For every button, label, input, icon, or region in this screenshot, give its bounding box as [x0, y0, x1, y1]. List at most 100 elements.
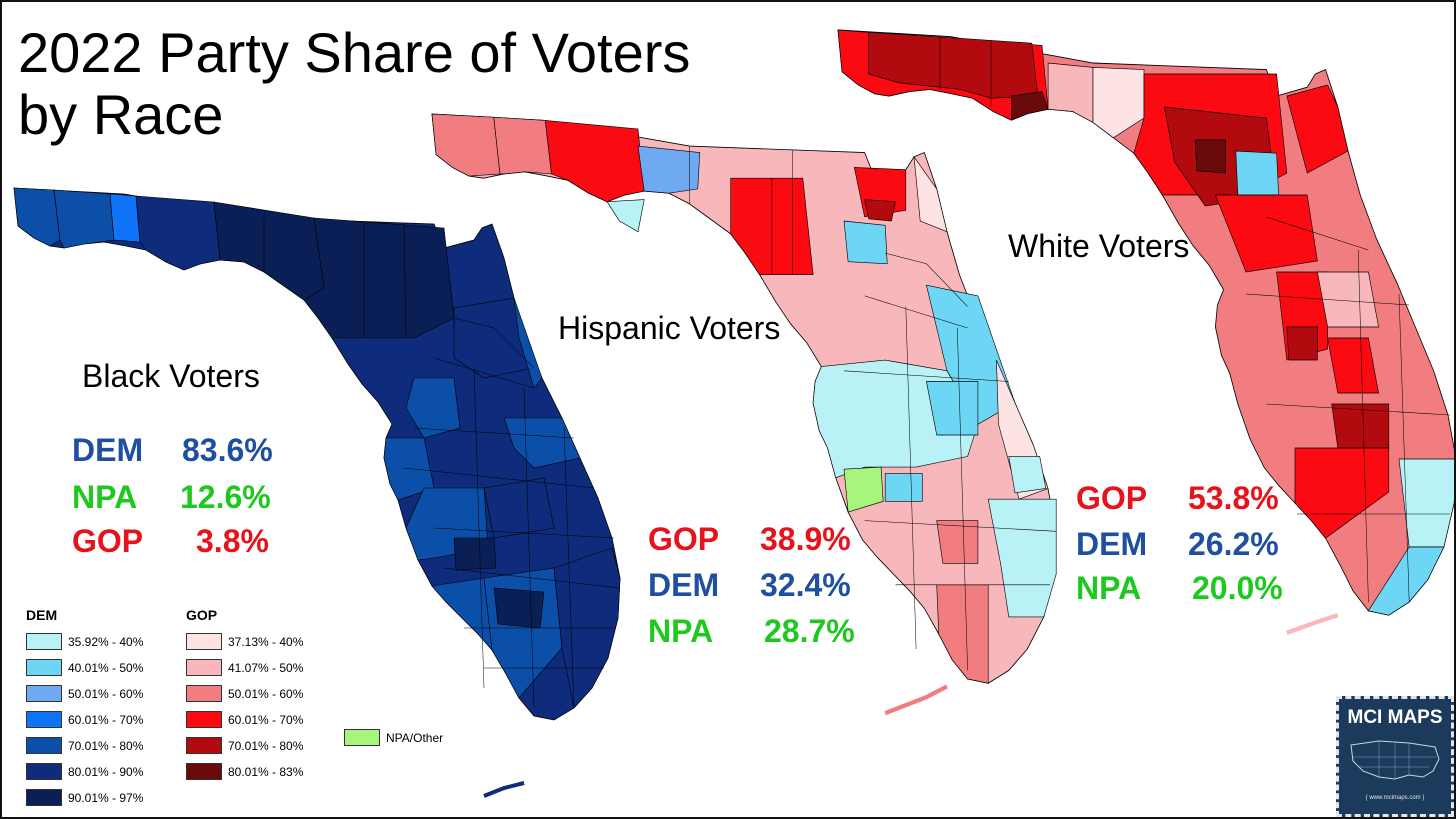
county — [383, 437, 435, 501]
county — [503, 417, 581, 469]
legend-item-gop: 50.01% - 60% — [186, 684, 303, 703]
county — [13, 187, 61, 247]
legend-label: 80.01% - 83% — [228, 764, 304, 779]
county — [431, 577, 493, 651]
legend-item-dem: 90.01% - 97% — [26, 788, 143, 807]
black-stat-npa: NPA 12.6% — [72, 479, 271, 516]
county — [213, 201, 325, 301]
party-label: GOP — [1076, 480, 1148, 516]
legend-item-dem: 40.01% - 50% — [26, 658, 143, 677]
legend-label: 80.01% - 90% — [68, 764, 144, 779]
figure-title: 2022 Party Share of Voters by Race — [18, 22, 690, 146]
legend-label: 60.01% - 70% — [228, 712, 304, 727]
party-label: NPA — [72, 479, 138, 515]
county — [1092, 67, 1145, 139]
legend-label: 90.01% - 97% — [68, 790, 144, 805]
legend-item-dem: 50.01% - 60% — [26, 684, 143, 703]
black-stat-dem: DEM 83.6% — [72, 432, 273, 469]
party-pct: 53.8% — [1188, 480, 1279, 516]
hispanic-voters-map — [431, 113, 1057, 716]
county — [405, 377, 461, 439]
legend-label: 40.01% - 50% — [68, 660, 144, 675]
legend-item-gop: 70.01% - 80% — [186, 736, 303, 755]
legend-label: 41.07% - 50% — [228, 660, 304, 675]
county — [1008, 456, 1047, 494]
legend-label: 50.01% - 60% — [228, 686, 304, 701]
legend-swatch — [186, 763, 222, 780]
hispanic-stat-gop: GOP 38.9% — [648, 521, 851, 558]
county — [1398, 458, 1454, 548]
logo-url: { www.mcimaps.com } — [1365, 795, 1425, 801]
county — [884, 473, 923, 502]
white-stat-gop: GOP 53.8% — [1076, 480, 1279, 517]
county — [1011, 91, 1049, 121]
white-stat-npa: NPA 20.0% — [1076, 570, 1283, 607]
legend-item-dem: 60.01% - 70% — [26, 710, 143, 729]
county — [1286, 84, 1349, 174]
legend-swatch — [26, 789, 62, 806]
legend-swatch — [26, 659, 62, 676]
county — [936, 584, 989, 684]
county — [1235, 150, 1279, 196]
party-label: DEM — [648, 567, 720, 603]
county — [925, 284, 1016, 425]
legend-swatch — [26, 685, 62, 702]
legend-gop-heading: GOP — [186, 607, 218, 623]
black-voters-label: Black Voters — [82, 358, 260, 394]
county — [303, 217, 455, 339]
legend-label: 70.01% - 80% — [68, 738, 144, 753]
legend-label: 60.01% - 70% — [68, 712, 144, 727]
county — [453, 537, 497, 571]
county — [1047, 62, 1094, 123]
legend-item-npa: NPA/Other — [344, 728, 443, 747]
party-label: DEM — [1076, 526, 1148, 562]
legend-swatch — [186, 659, 222, 676]
legend-item-dem: 70.01% - 80% — [26, 736, 143, 755]
county — [868, 31, 1039, 99]
county — [936, 520, 979, 564]
county — [493, 587, 545, 629]
legend-item-gop: 41.07% - 50% — [186, 658, 303, 677]
legend-swatch — [186, 685, 222, 702]
title-line-1: 2022 Party Share of Voters — [18, 21, 691, 84]
legend-label: 50.01% - 60% — [68, 686, 144, 701]
white-stat-dem: DEM 26.2% — [1076, 526, 1279, 563]
logo-title: MCI MAPS — [1347, 707, 1443, 728]
party-label: NPA — [648, 613, 714, 649]
county — [1317, 271, 1379, 328]
legend-swatch — [26, 633, 62, 650]
white-voters-map — [837, 29, 1454, 635]
county — [637, 145, 701, 194]
county — [1214, 194, 1318, 273]
county — [843, 220, 888, 265]
legend-item-dem: 80.01% - 90% — [26, 762, 143, 781]
legend-swatch — [26, 763, 62, 780]
legend-label: NPA/Other — [386, 730, 444, 745]
legend-label: 37.13% - 40% — [228, 634, 304, 649]
county — [1194, 139, 1226, 174]
party-pct: 26.2% — [1188, 526, 1279, 562]
party-pct: 32.4% — [760, 567, 851, 603]
legend-swatch — [186, 633, 222, 650]
county — [135, 195, 221, 271]
us-map-icon — [1350, 740, 1440, 780]
county — [864, 199, 896, 222]
party-pct: 38.9% — [760, 521, 851, 557]
legend-item-gop: 80.01% - 83% — [186, 762, 303, 781]
county — [53, 189, 115, 249]
county — [1286, 326, 1318, 361]
party-pct: 3.8% — [196, 523, 269, 559]
county — [1294, 447, 1390, 539]
party-pct: 28.7% — [764, 613, 855, 649]
black-voters-map — [13, 187, 621, 798]
party-pct: 20.0% — [1192, 570, 1283, 606]
county — [926, 381, 979, 436]
party-pct: 12.6% — [180, 479, 271, 515]
county — [606, 199, 645, 233]
legend-item-gop: 60.01% - 70% — [186, 710, 303, 729]
party-label: GOP — [648, 521, 720, 557]
hispanic-stat-dem: DEM 32.4% — [648, 567, 851, 604]
county — [843, 466, 884, 513]
